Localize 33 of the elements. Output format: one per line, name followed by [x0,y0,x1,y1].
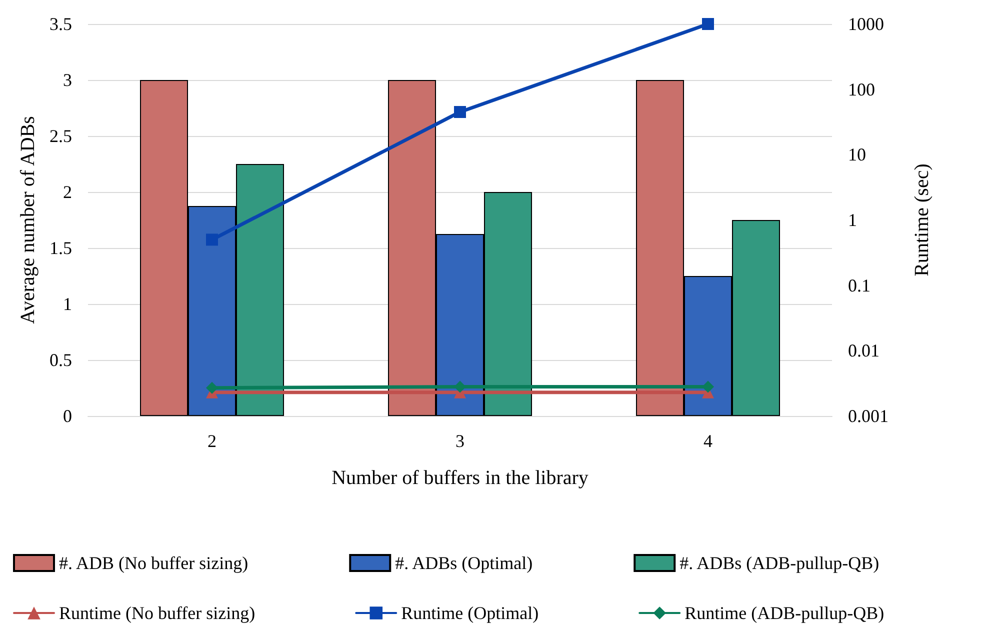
point [454,106,466,118]
y2-tick-label: 0.01 [848,340,880,361]
x-tick-label: 2 [208,431,216,451]
legend-label: #. ADBs (Optimal) [395,553,533,573]
y2-axis-title: Runtime (sec) [911,164,933,276]
y-axis-title: Average number of ADBs [17,116,39,324]
y-tick-label: 2 [63,182,72,202]
y-tick-label: 0.5 [50,350,72,370]
y2-tick-label: 100 [848,79,875,100]
legend-label: Runtime (No buffer sizing) [59,603,256,623]
y2-tick-label: 1 [848,210,857,230]
y2-tick-label: 0.001 [848,406,888,426]
point [454,380,466,393]
x-axis-title: Number of buffers in the library [332,467,588,489]
y2-tick-label: 0.1 [848,275,870,296]
y2-tick-label: 1000 [848,14,884,34]
y-tick-label: 3 [63,70,72,90]
x-tick-label: 3 [456,431,464,451]
y-tick-label: 3.5 [50,14,72,34]
x-tick-label: 4 [704,431,712,451]
point [206,382,218,394]
y-tick-label: 2.5 [50,126,72,146]
y-tick-label: 1.5 [50,238,72,258]
point [702,380,714,393]
y-tick-label: 1 [63,294,72,314]
legend-label: #. ADBs (ADB-pullup-QB) [680,553,880,573]
legend-label: Runtime (Optimal) [401,603,539,623]
legend-label: Runtime (ADB-pullup-QB) [684,603,884,623]
y2-tick-label: 10 [848,144,866,165]
point [206,234,218,246]
point [702,18,714,30]
y-tick-label: 0 [63,406,72,426]
legend-label: #. ADB (No buffer sizing) [59,553,248,573]
